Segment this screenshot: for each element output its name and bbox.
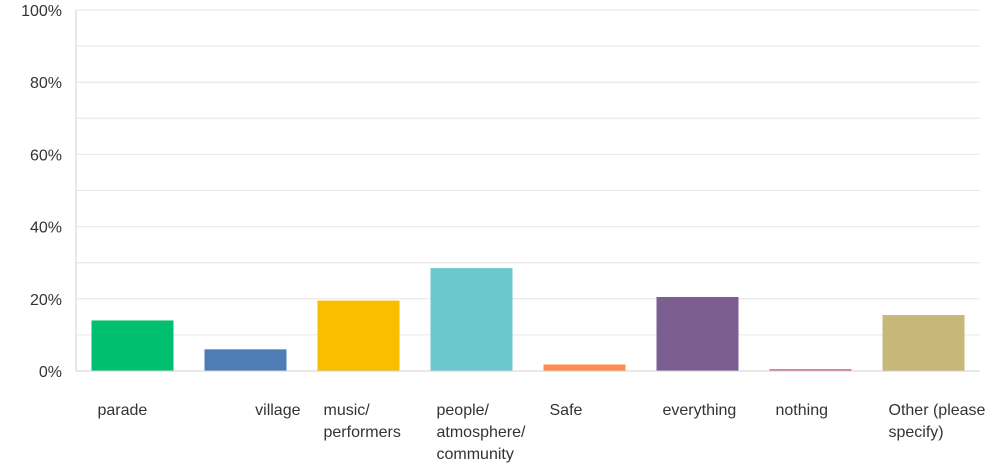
category-label-line: parade [98,402,148,419]
category-label-line: everything [663,402,737,419]
bar [882,315,965,371]
bar [91,320,174,371]
category-label-line: performers [324,424,401,441]
category-label: music/performers [324,402,401,441]
category-label-line: Safe [550,402,583,419]
category-label: Other (please specify) [889,402,986,441]
y-tick-label: 80% [30,75,62,92]
bar [769,369,852,371]
category-label: people/atmosphere/community [437,402,526,463]
y-tick-label: 0% [39,364,62,381]
category-label-line: nothing [776,402,829,419]
y-tick-label: 100% [21,3,62,20]
bar [543,364,626,371]
bar [204,349,287,371]
category-label-line: community [437,446,514,463]
category-label-line: specify) [889,424,944,441]
category-label: Safe [550,402,583,419]
bars [91,268,965,371]
y-tick-label: 60% [30,147,62,164]
y-tick-label: 40% [30,220,62,237]
category-label: everything [663,402,737,419]
x-axis-labels: parade village music/performers people/atmo… [98,402,986,463]
category-label-line: atmosphere/ [437,424,526,441]
bar [317,300,400,371]
category-label: village [255,402,300,419]
category-label-line: Other (please [889,402,986,419]
category-label-line: people/ [437,402,490,419]
category-label: parade [98,402,148,419]
y-tick-label: 20% [30,292,62,309]
category-label-line: music/ [324,402,371,419]
y-axis-ticks: 0% 20% 40% 60% 80% 100% [21,3,62,381]
category-label: nothing [776,402,829,419]
bar [430,268,513,371]
category-label-line: village [255,402,300,419]
gridlines [76,9,980,336]
bar [656,296,739,371]
